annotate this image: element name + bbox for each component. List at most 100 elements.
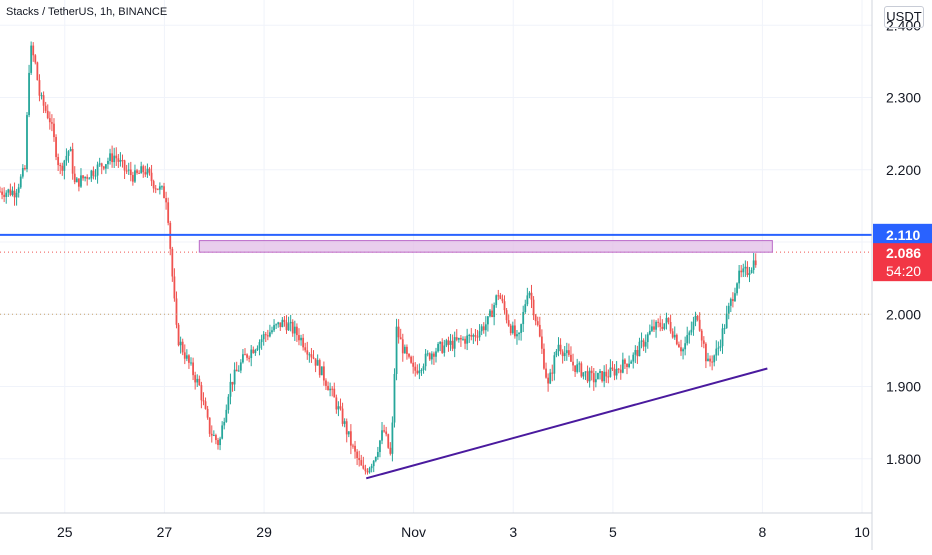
candle-body xyxy=(123,160,126,171)
candle-body xyxy=(731,299,734,302)
candle-body xyxy=(555,350,558,356)
candle-body xyxy=(540,336,543,349)
candle-body xyxy=(428,353,431,360)
candle-body xyxy=(493,305,496,317)
candle-body xyxy=(244,354,246,356)
candle-body xyxy=(173,276,176,299)
candle-body xyxy=(254,350,257,354)
candle-body xyxy=(175,298,178,325)
candle-body xyxy=(667,317,670,322)
candle-body xyxy=(109,153,111,161)
candle-body xyxy=(212,435,215,437)
candle-body xyxy=(588,370,591,382)
candle-body xyxy=(210,433,213,436)
candle-body xyxy=(420,369,423,371)
candle-body xyxy=(642,340,645,347)
candle-body xyxy=(256,348,259,351)
candle-body xyxy=(584,371,587,373)
candle-body xyxy=(80,175,82,187)
candle-body xyxy=(705,343,707,362)
candle-body xyxy=(140,166,143,174)
candle-body xyxy=(686,335,689,344)
candle-body xyxy=(715,348,718,356)
candle-body xyxy=(651,326,653,331)
candle-body xyxy=(725,313,728,329)
candle-body xyxy=(621,359,624,373)
countdown-label: 54:20 xyxy=(886,263,921,279)
candle-body xyxy=(657,321,660,323)
candle-body xyxy=(395,326,398,374)
symbol-title: Stacks / TetherUS, 1h, BINANCE xyxy=(6,6,168,18)
candle-body xyxy=(707,358,709,362)
candle-body xyxy=(526,295,529,305)
candle-body xyxy=(21,167,24,177)
candle-body xyxy=(468,334,471,336)
candle-body xyxy=(127,169,130,171)
candle-body xyxy=(67,151,70,156)
candle-body xyxy=(518,332,520,335)
candle-body xyxy=(690,329,693,333)
candle-body xyxy=(356,451,359,459)
time-axis-bg xyxy=(0,513,872,550)
candle-body xyxy=(661,326,664,329)
candle-body xyxy=(63,160,66,171)
candle-body xyxy=(215,435,217,441)
candle-body xyxy=(752,260,755,270)
candle-body xyxy=(227,396,230,410)
candle-body xyxy=(713,355,716,363)
resistance-price-tag xyxy=(873,223,932,246)
candle-body xyxy=(219,438,221,446)
candle-body xyxy=(129,169,132,176)
candle-body xyxy=(418,370,421,374)
candle-body xyxy=(152,181,155,189)
candle-body xyxy=(364,468,367,472)
candle-body xyxy=(293,326,296,334)
candle-body xyxy=(441,341,444,353)
candle-body xyxy=(451,340,454,349)
candle-body xyxy=(563,353,566,357)
candle-body xyxy=(462,338,464,340)
candle-body xyxy=(347,431,350,435)
candle-body xyxy=(117,158,120,162)
candle-body xyxy=(90,170,93,179)
currency-selector[interactable]: USDT xyxy=(884,6,924,28)
candle-body xyxy=(746,266,749,275)
candle-body xyxy=(69,148,72,152)
candle-body xyxy=(352,445,354,447)
candle-body xyxy=(325,380,327,386)
candle-body xyxy=(366,471,369,473)
candle-body xyxy=(433,353,435,357)
candle-body xyxy=(474,335,477,337)
candle-body xyxy=(671,331,674,338)
candle-body xyxy=(551,372,554,374)
candle-body xyxy=(177,324,180,346)
candle-body xyxy=(472,335,475,337)
candle-body xyxy=(231,381,234,385)
candle-body xyxy=(719,346,722,348)
candle-body xyxy=(335,397,338,410)
candle-body xyxy=(206,408,209,418)
candle-body xyxy=(316,360,319,366)
candle-body xyxy=(727,305,730,314)
x-tick-label: 25 xyxy=(57,524,73,540)
candle-body xyxy=(19,176,22,188)
candle-body xyxy=(260,339,263,343)
candle-body xyxy=(675,334,678,345)
candle-body xyxy=(188,355,190,363)
candle-body xyxy=(200,385,203,401)
candle-body xyxy=(75,178,78,183)
overlay-layer xyxy=(0,233,872,480)
candle-body xyxy=(121,160,124,162)
candle-body xyxy=(673,334,676,338)
candle-body xyxy=(345,421,348,435)
candle-body xyxy=(113,155,116,163)
candle-body xyxy=(269,332,271,337)
candle-body xyxy=(574,365,577,372)
candle-body xyxy=(144,172,147,175)
candle-body xyxy=(723,328,726,330)
candle-body xyxy=(480,326,483,332)
candle-body xyxy=(36,62,39,81)
